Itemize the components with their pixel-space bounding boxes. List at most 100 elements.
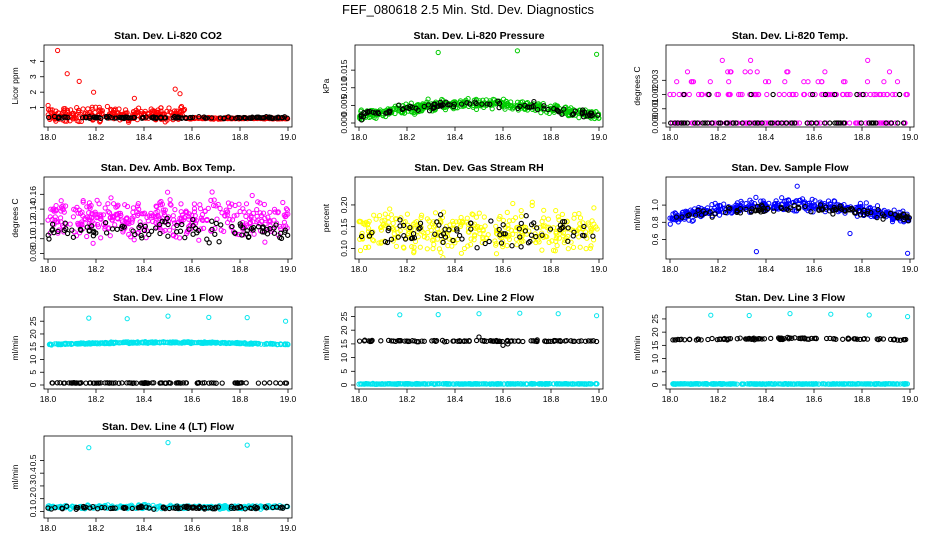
data-point [86, 210, 92, 216]
data-point-secondary [139, 235, 145, 241]
data-point [262, 215, 268, 221]
data-point [497, 234, 503, 240]
y-axis-label: degrees C [632, 66, 642, 105]
data-point [419, 212, 425, 218]
data-point-secondary [459, 236, 465, 242]
data-point-secondary [159, 380, 165, 386]
data-point-secondary [902, 215, 908, 221]
data-point [886, 69, 893, 75]
data-point [272, 209, 278, 215]
data-point-secondary [527, 238, 533, 245]
data-point-secondary [817, 202, 824, 208]
data-point-secondary [421, 338, 427, 344]
data-point-secondary [500, 342, 506, 348]
data-point-secondary [410, 231, 417, 237]
y-tick-label: 5 [28, 370, 38, 375]
data-point [703, 381, 709, 387]
x-tick-label: 18.2 [710, 132, 727, 142]
data-point-secondary [49, 227, 55, 233]
data-point [811, 381, 817, 387]
data-point [107, 214, 114, 220]
data-point [52, 214, 58, 220]
y-axis-label: ml/min [10, 464, 20, 489]
data-point [458, 250, 464, 256]
data-point-secondary [388, 236, 395, 242]
panel-title: Stan. Dev. Line 1 Flow [113, 292, 224, 304]
data-point [382, 211, 388, 217]
data-point-secondary [563, 337, 570, 344]
x-tick-label: 18.0 [662, 132, 679, 142]
data-point [512, 381, 518, 387]
data-point-secondary [369, 229, 375, 236]
data-point-secondary [269, 115, 275, 121]
y-tick-label: 0.8 [650, 216, 660, 228]
data-point [461, 245, 468, 252]
data-point-secondary [695, 207, 701, 213]
data-point-secondary [795, 204, 802, 211]
data-point-secondary [476, 334, 482, 340]
data-point [505, 381, 511, 387]
data-point [589, 218, 595, 224]
x-tick-label: 18.6 [184, 394, 201, 404]
data-point-secondary [54, 380, 60, 386]
data-point-secondary [79, 115, 86, 121]
data-point [670, 381, 677, 387]
figure-title: FEF_080618 2.5 Min. Std. Dev. Diagnostic… [342, 2, 594, 17]
data-point-secondary [705, 336, 711, 343]
data-point-secondary [271, 230, 278, 236]
data-point-secondary [63, 114, 69, 120]
x-tick-label: 18.2 [88, 523, 105, 533]
data-point-secondary [900, 120, 907, 126]
data-point-secondary [48, 506, 55, 512]
data-point-secondary [789, 120, 795, 126]
x-tick-label: 19.0 [591, 394, 608, 404]
data-point [688, 381, 694, 387]
data-point [812, 198, 818, 204]
data-point-secondary [845, 207, 851, 213]
data-point-secondary [262, 504, 268, 510]
data-point [133, 107, 139, 113]
data-point-secondary [709, 335, 715, 342]
data-point [739, 381, 745, 387]
data-point-secondary [77, 226, 84, 233]
data-point-secondary [804, 336, 810, 342]
data-point [808, 381, 815, 387]
data-point-secondary [245, 234, 252, 240]
data-point-secondary [527, 104, 533, 110]
data-point [801, 79, 807, 85]
y-tick-label: 0 [339, 382, 349, 387]
data-point-secondary [256, 114, 262, 120]
data-point [146, 213, 152, 219]
data-point [902, 381, 908, 387]
data-point [62, 341, 68, 347]
data-point [80, 106, 86, 112]
data-point [791, 208, 797, 214]
data-point [839, 381, 845, 387]
data-point-secondary [685, 212, 691, 219]
data-point-secondary [759, 203, 765, 209]
data-point [828, 381, 834, 387]
x-tick-label: 18.4 [447, 394, 464, 404]
panel-4: Stan. Dev. Amb. Box Temp.degrees C18.0 18… [10, 162, 297, 274]
data-point-secondary [194, 380, 201, 386]
data-point-secondary [495, 338, 501, 345]
data-point [878, 91, 884, 98]
data-point [246, 209, 252, 215]
data-point [164, 108, 170, 114]
data-point [768, 381, 774, 387]
data-point-secondary [518, 220, 524, 227]
data-point [170, 232, 176, 238]
data-point-secondary [250, 224, 257, 231]
data-point-secondary [791, 202, 797, 209]
data-point [397, 228, 403, 234]
data-point-secondary [675, 120, 681, 126]
data-point [519, 230, 525, 236]
data-point-secondary [50, 226, 56, 233]
data-point [794, 183, 800, 189]
data-point [198, 206, 204, 212]
data-point [505, 225, 511, 232]
data-point [259, 503, 265, 509]
y-tick-label: 0 [650, 382, 660, 387]
y-tick-label: 15 [339, 339, 349, 349]
